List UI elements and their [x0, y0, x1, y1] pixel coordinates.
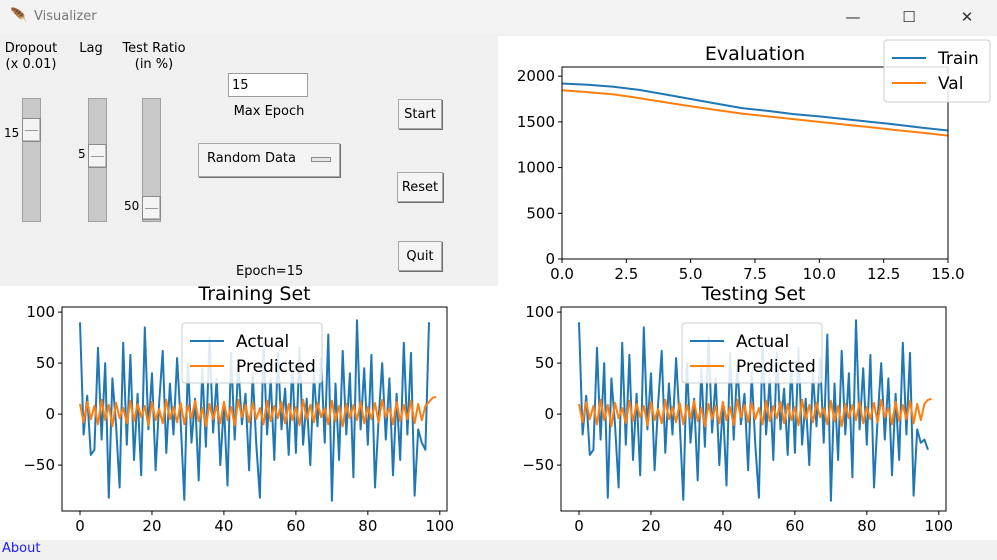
menu-indicator-icon	[311, 157, 331, 162]
x-tick-label: 100	[425, 517, 454, 535]
legend-label-train: Train	[937, 49, 979, 69]
testing-figure: Testing Set 0 20 40 60 80 100 −50 0 50 100 Actual Pr…	[498, 286, 997, 540]
legend-box	[681, 322, 823, 384]
chart-title: Testing Set	[700, 286, 805, 305]
maximize-icon[interactable]: ☐	[902, 8, 916, 26]
x-tick-label: 40	[713, 517, 732, 535]
minimize-icon[interactable]: —	[845, 8, 861, 26]
training-chart: Training Set 0 20 40 60 80 100 −50 0 50 100 Actual P…	[23, 286, 454, 535]
evaluation-figure: Evaluation 0.0 2.5 5.0 7.5 10.0 12.5 15.0 0 500 10…	[498, 36, 997, 286]
y-tick-label: 500	[526, 204, 555, 222]
y-tick-label: 2000	[517, 67, 555, 85]
dropout-value: 15	[4, 126, 20, 140]
series-line-train	[561, 82, 949, 132]
x-tick-label: 100	[924, 517, 953, 535]
x-tick-label: 7.5	[743, 265, 767, 283]
test-ratio-slider[interactable]	[142, 98, 161, 222]
x-tick-label: 5.0	[679, 265, 703, 283]
data-source-menu[interactable]: Random Data	[198, 143, 340, 177]
x-tick-label: 60	[785, 517, 804, 535]
x-tick-label: 0	[574, 517, 584, 535]
plot-frame	[61, 306, 448, 512]
legend-box	[181, 322, 323, 384]
x-tick-label: 2.5	[614, 265, 638, 283]
max-epoch-label: Max Epoch	[233, 104, 305, 119]
chart-title: Training Set	[197, 286, 310, 305]
y-tick-label: −50	[522, 456, 554, 474]
about-link[interactable]: About	[2, 541, 41, 556]
legend-label-actual: Actual	[236, 332, 289, 352]
controls-panel: Dropout (x 0.01) Lag Test Ratio (in %) 1…	[0, 36, 498, 286]
y-tick-label: 0	[544, 405, 554, 423]
legend-label-predicted: Predicted	[736, 357, 816, 377]
quit-button[interactable]: Quit	[398, 241, 442, 271]
start-button[interactable]: Start	[398, 99, 442, 129]
evaluation-chart: Evaluation 0.0 2.5 5.0 7.5 10.0 12.5 15.0 0 500 10…	[517, 39, 991, 283]
legend-label-val: Val	[938, 74, 963, 94]
legend-box	[883, 39, 991, 103]
x-tick-label: 20	[142, 517, 161, 535]
x-tick-label: 80	[358, 517, 377, 535]
data-source-selected: Random Data	[207, 151, 296, 166]
max-epoch-input[interactable]	[228, 73, 308, 97]
lag-slider-thumb[interactable]	[88, 144, 107, 168]
dropout-label: Dropout (x 0.01)	[4, 41, 58, 72]
x-tick-label: 40	[214, 517, 233, 535]
y-tick-label: 1000	[517, 159, 555, 177]
testing-chart: Testing Set 0 20 40 60 80 100 −50 0 50 100 Actual Pr…	[522, 286, 953, 535]
close-icon[interactable]: ✕	[960, 8, 974, 26]
title-bar: 🪶 Visualizer — ☐ ✕	[0, 0, 997, 34]
dropout-slider[interactable]	[22, 98, 41, 222]
y-tick-label: 50	[36, 354, 55, 372]
x-tick-label: 0	[75, 517, 85, 535]
x-tick-label: 12.5	[867, 265, 900, 283]
y-tick-label: −50	[23, 456, 55, 474]
series-line-val	[561, 89, 949, 137]
y-tick-label: 100	[525, 303, 554, 321]
y-tick-label: 100	[26, 303, 55, 321]
y-tick-label: 0	[45, 405, 55, 423]
test-ratio-value: 50	[124, 199, 140, 213]
legend-label-actual: Actual	[736, 332, 789, 352]
plot-frame	[560, 306, 947, 512]
lag-value: 5	[78, 147, 86, 161]
y-tick-label: 50	[535, 354, 554, 372]
test-ratio-slider-thumb[interactable]	[142, 196, 161, 220]
x-tick-label: 15.0	[931, 265, 964, 283]
legend-label-predicted: Predicted	[236, 357, 316, 377]
lag-label: Lag	[79, 41, 103, 56]
window-title: Visualizer	[34, 9, 97, 24]
x-tick-label: 60	[286, 517, 305, 535]
x-tick-label: 80	[857, 517, 876, 535]
x-tick-label: 10.0	[803, 265, 836, 283]
training-figure: Training Set 0 20 40 60 80 100 −50 0 50 100 Actual P…	[0, 286, 498, 540]
test-ratio-label: Test Ratio (in %)	[122, 41, 186, 72]
chart-title: Evaluation	[705, 43, 805, 65]
epoch-status: Epoch=15	[236, 264, 304, 279]
x-tick-label: 20	[641, 517, 660, 535]
series-line-predicted	[578, 397, 932, 428]
dropout-slider-thumb[interactable]	[22, 118, 41, 142]
series-line-predicted	[79, 395, 437, 428]
reset-button[interactable]: Reset	[397, 172, 443, 202]
y-tick-label: 0	[545, 250, 555, 268]
feather-icon: 🪶	[10, 8, 28, 24]
y-tick-label: 1500	[517, 113, 555, 131]
x-tick-label: 0.0	[550, 265, 574, 283]
